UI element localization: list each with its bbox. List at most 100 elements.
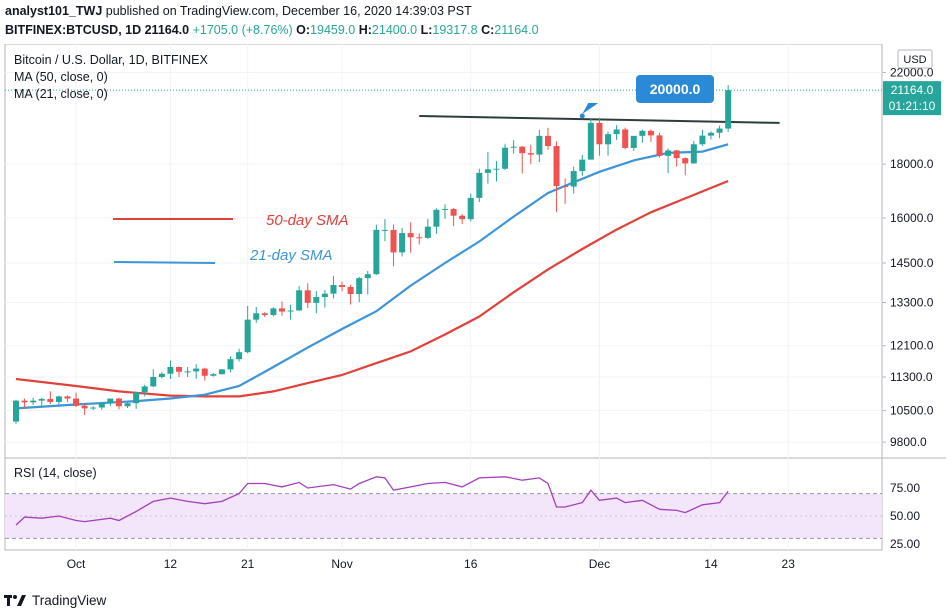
rsi-tick-label: 50.00: [890, 509, 920, 523]
candle[interactable]: [536, 129, 543, 163]
candle[interactable]: [442, 204, 448, 219]
candle[interactable]: [339, 281, 346, 292]
candle[interactable]: [570, 166, 577, 194]
candle[interactable]: [424, 218, 431, 240]
candle[interactable]: [107, 398, 114, 406]
candle[interactable]: [484, 151, 491, 184]
candle[interactable]: [639, 129, 646, 143]
candle[interactable]: [665, 148, 672, 174]
candle[interactable]: [176, 366, 183, 377]
candle[interactable]: [184, 366, 191, 377]
candle[interactable]: [502, 143, 509, 171]
candle[interactable]: [673, 149, 680, 167]
candle[interactable]: [553, 141, 560, 213]
candle[interactable]: [510, 140, 517, 154]
candle[interactable]: [261, 312, 268, 318]
candle[interactable]: [287, 304, 294, 320]
candle[interactable]: [81, 403, 88, 415]
candlesticks[interactable]: [13, 85, 732, 424]
candle[interactable]: [304, 283, 311, 309]
candle[interactable]: [47, 391, 54, 405]
candle[interactable]: [313, 290, 320, 314]
candle[interactable]: [278, 301, 285, 316]
candle[interactable]: [133, 391, 140, 409]
candle[interactable]: [321, 289, 328, 308]
candle[interactable]: [167, 360, 174, 380]
candle[interactable]: [493, 161, 500, 182]
candle[interactable]: [656, 132, 663, 158]
candle[interactable]: [201, 367, 208, 381]
candle[interactable]: [390, 224, 397, 267]
candle[interactable]: [236, 348, 243, 362]
candle[interactable]: [347, 284, 354, 305]
candle-body: [390, 229, 397, 253]
candle[interactable]: [55, 395, 62, 405]
candle[interactable]: [579, 154, 586, 176]
candle[interactable]: [416, 233, 423, 245]
close-value: 21164.0: [494, 23, 539, 37]
candle[interactable]: [587, 118, 594, 160]
candle[interactable]: [64, 395, 71, 402]
candle[interactable]: [527, 144, 534, 164]
candle[interactable]: [562, 178, 569, 204]
candle[interactable]: [399, 227, 406, 257]
candle[interactable]: [356, 276, 363, 303]
candle[interactable]: [519, 145, 526, 174]
candle[interactable]: [544, 127, 551, 150]
currency-button[interactable]: [897, 49, 933, 69]
candle[interactable]: [467, 193, 474, 222]
candle[interactable]: [98, 401, 105, 410]
candle[interactable]: [613, 125, 620, 141]
candle-body: [296, 290, 303, 311]
candle[interactable]: [690, 140, 697, 164]
candle-body: [158, 373, 165, 377]
candle[interactable]: [73, 392, 80, 408]
candle[interactable]: [682, 157, 689, 176]
candle[interactable]: [90, 406, 97, 411]
candle[interactable]: [158, 372, 165, 379]
author-name[interactable]: analyst101_TWJ: [5, 4, 103, 18]
candle[interactable]: [605, 131, 612, 156]
candle[interactable]: [244, 305, 251, 354]
candle[interactable]: [433, 208, 440, 235]
candle[interactable]: [381, 219, 388, 242]
candle[interactable]: [630, 135, 637, 151]
candle[interactable]: [218, 368, 225, 375]
candle-body: [484, 169, 491, 173]
candle[interactable]: [647, 129, 654, 142]
candle[interactable]: [253, 306, 260, 323]
candle[interactable]: [210, 372, 217, 377]
candle[interactable]: [699, 129, 706, 146]
candle[interactable]: [476, 168, 483, 203]
candle[interactable]: [115, 397, 122, 410]
candle[interactable]: [459, 214, 466, 225]
candle[interactable]: [725, 85, 732, 132]
candle[interactable]: [407, 222, 414, 253]
price-chart[interactable]: 21164.0 01:21:10 20000.0 22000.0 18000.0 160…: [0, 44, 952, 589]
candle[interactable]: [596, 117, 603, 156]
candle[interactable]: [150, 369, 157, 388]
candle[interactable]: [707, 131, 714, 140]
candle[interactable]: [716, 125, 723, 139]
candle[interactable]: [227, 356, 234, 373]
candle[interactable]: [330, 275, 337, 299]
candle[interactable]: [270, 307, 277, 317]
candle[interactable]: [124, 402, 131, 408]
candle[interactable]: [13, 399, 19, 424]
candle[interactable]: [193, 364, 200, 379]
candle[interactable]: [296, 285, 303, 311]
candle-body: [176, 366, 183, 372]
candle[interactable]: [373, 224, 380, 275]
candle[interactable]: [21, 398, 28, 409]
candle[interactable]: [450, 208, 457, 227]
candle[interactable]: [364, 270, 371, 295]
candle[interactable]: [141, 384, 148, 397]
candle[interactable]: [38, 397, 45, 407]
price-callout-label: 20000.0: [650, 81, 701, 97]
candle-body: [38, 398, 45, 401]
candle[interactable]: [622, 127, 629, 150]
candle[interactable]: [30, 397, 37, 405]
candle-body: [459, 215, 466, 220]
candle-body: [364, 274, 371, 279]
tradingview-brand[interactable]: TradingView: [32, 592, 107, 608]
